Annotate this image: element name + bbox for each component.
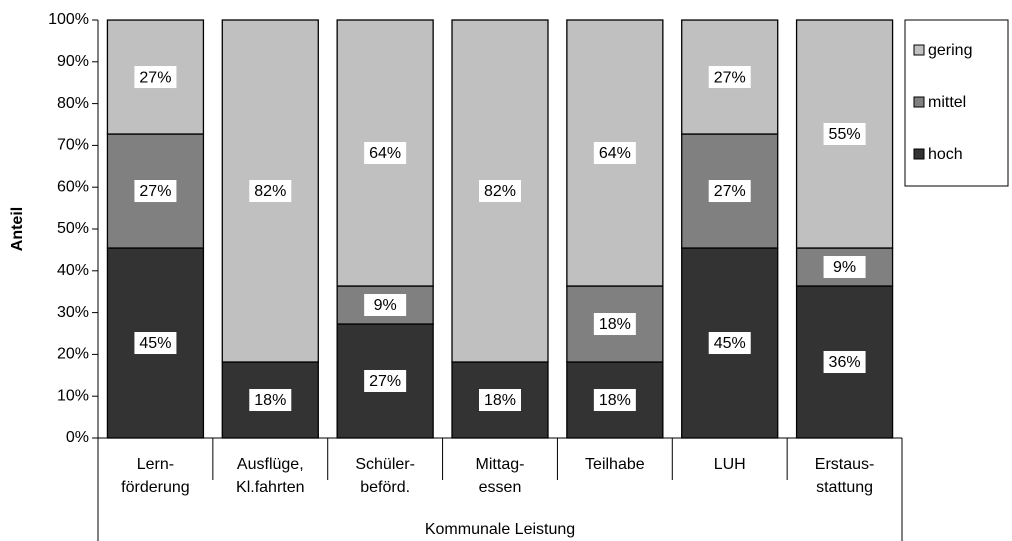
data-label-box (708, 180, 751, 203)
data-label: 18% (484, 392, 516, 409)
data-label: 64% (369, 145, 401, 162)
data-label: 82% (484, 183, 516, 200)
legend-label: mittel (928, 94, 966, 111)
y-tick-label: 20% (57, 346, 89, 363)
data-label-box (708, 66, 751, 89)
data-label-box (823, 351, 866, 374)
data-label: 18% (599, 392, 631, 409)
y-tick-label: 40% (57, 262, 89, 279)
y-tick-label: 90% (57, 53, 89, 70)
data-label: 9% (374, 297, 397, 314)
y-axis-title: Anteil (9, 207, 26, 251)
data-label-box (249, 389, 292, 412)
data-label: 82% (254, 183, 286, 200)
y-tick-label: 70% (57, 137, 89, 154)
data-label: 27% (369, 373, 401, 390)
data-label: 36% (829, 354, 861, 371)
data-label-box (364, 370, 407, 393)
data-label: 55% (829, 126, 861, 143)
legend-label: hoch (928, 146, 963, 163)
data-label: 27% (139, 69, 171, 86)
x-axis-title: Kommunale Leistung (425, 521, 575, 538)
x-tick-label: Kl.fahrten (236, 479, 304, 496)
data-label-box (708, 332, 751, 355)
y-tick-label: 50% (57, 220, 89, 237)
data-label-box (823, 123, 866, 146)
legend-label: gering (928, 42, 972, 59)
y-tick-label: 60% (57, 178, 89, 195)
data-label-box (823, 256, 866, 279)
data-label-box (134, 66, 177, 89)
x-tick-label: Mittag- (476, 456, 525, 473)
data-label-box (593, 313, 636, 336)
x-tick-label: Schüler- (355, 456, 415, 473)
legend-swatch (913, 96, 925, 108)
y-tick-label: 10% (57, 387, 89, 404)
data-label-box (364, 142, 407, 165)
legend-swatch (913, 148, 925, 160)
data-label-box (479, 180, 521, 203)
data-label-box (479, 389, 521, 412)
data-label: 18% (254, 392, 286, 409)
data-label: 27% (139, 183, 171, 200)
data-label-box (249, 180, 292, 203)
data-label-box (364, 294, 407, 317)
data-label-box (134, 180, 177, 203)
data-label: 27% (714, 183, 746, 200)
x-tick-label: essen (479, 479, 522, 496)
x-tick-label: Teilhabe (585, 456, 645, 473)
data-label: 45% (139, 335, 171, 352)
data-label-box (593, 142, 636, 165)
y-tick-label: 100% (48, 11, 89, 28)
x-tick-label: förderung (121, 479, 190, 496)
data-label: 18% (599, 316, 631, 333)
y-tick-label: 80% (57, 95, 89, 112)
x-tick-label: LUH (714, 456, 746, 473)
legend-swatch (913, 44, 925, 56)
x-tick-label: beförd. (360, 479, 410, 496)
x-tick-label: stattung (816, 479, 873, 496)
data-label-box (134, 332, 177, 355)
x-tick-label: Erstaus- (815, 456, 875, 473)
data-label: 64% (599, 145, 631, 162)
x-tick-label: Ausflüge, (237, 456, 304, 473)
data-label: 45% (714, 335, 746, 352)
data-label: 9% (833, 259, 856, 276)
y-tick-label: 0% (66, 429, 89, 446)
x-tick-label: Lern- (137, 456, 174, 473)
data-label: 27% (714, 69, 746, 86)
data-label-box (593, 389, 636, 412)
y-tick-label: 30% (57, 304, 89, 321)
